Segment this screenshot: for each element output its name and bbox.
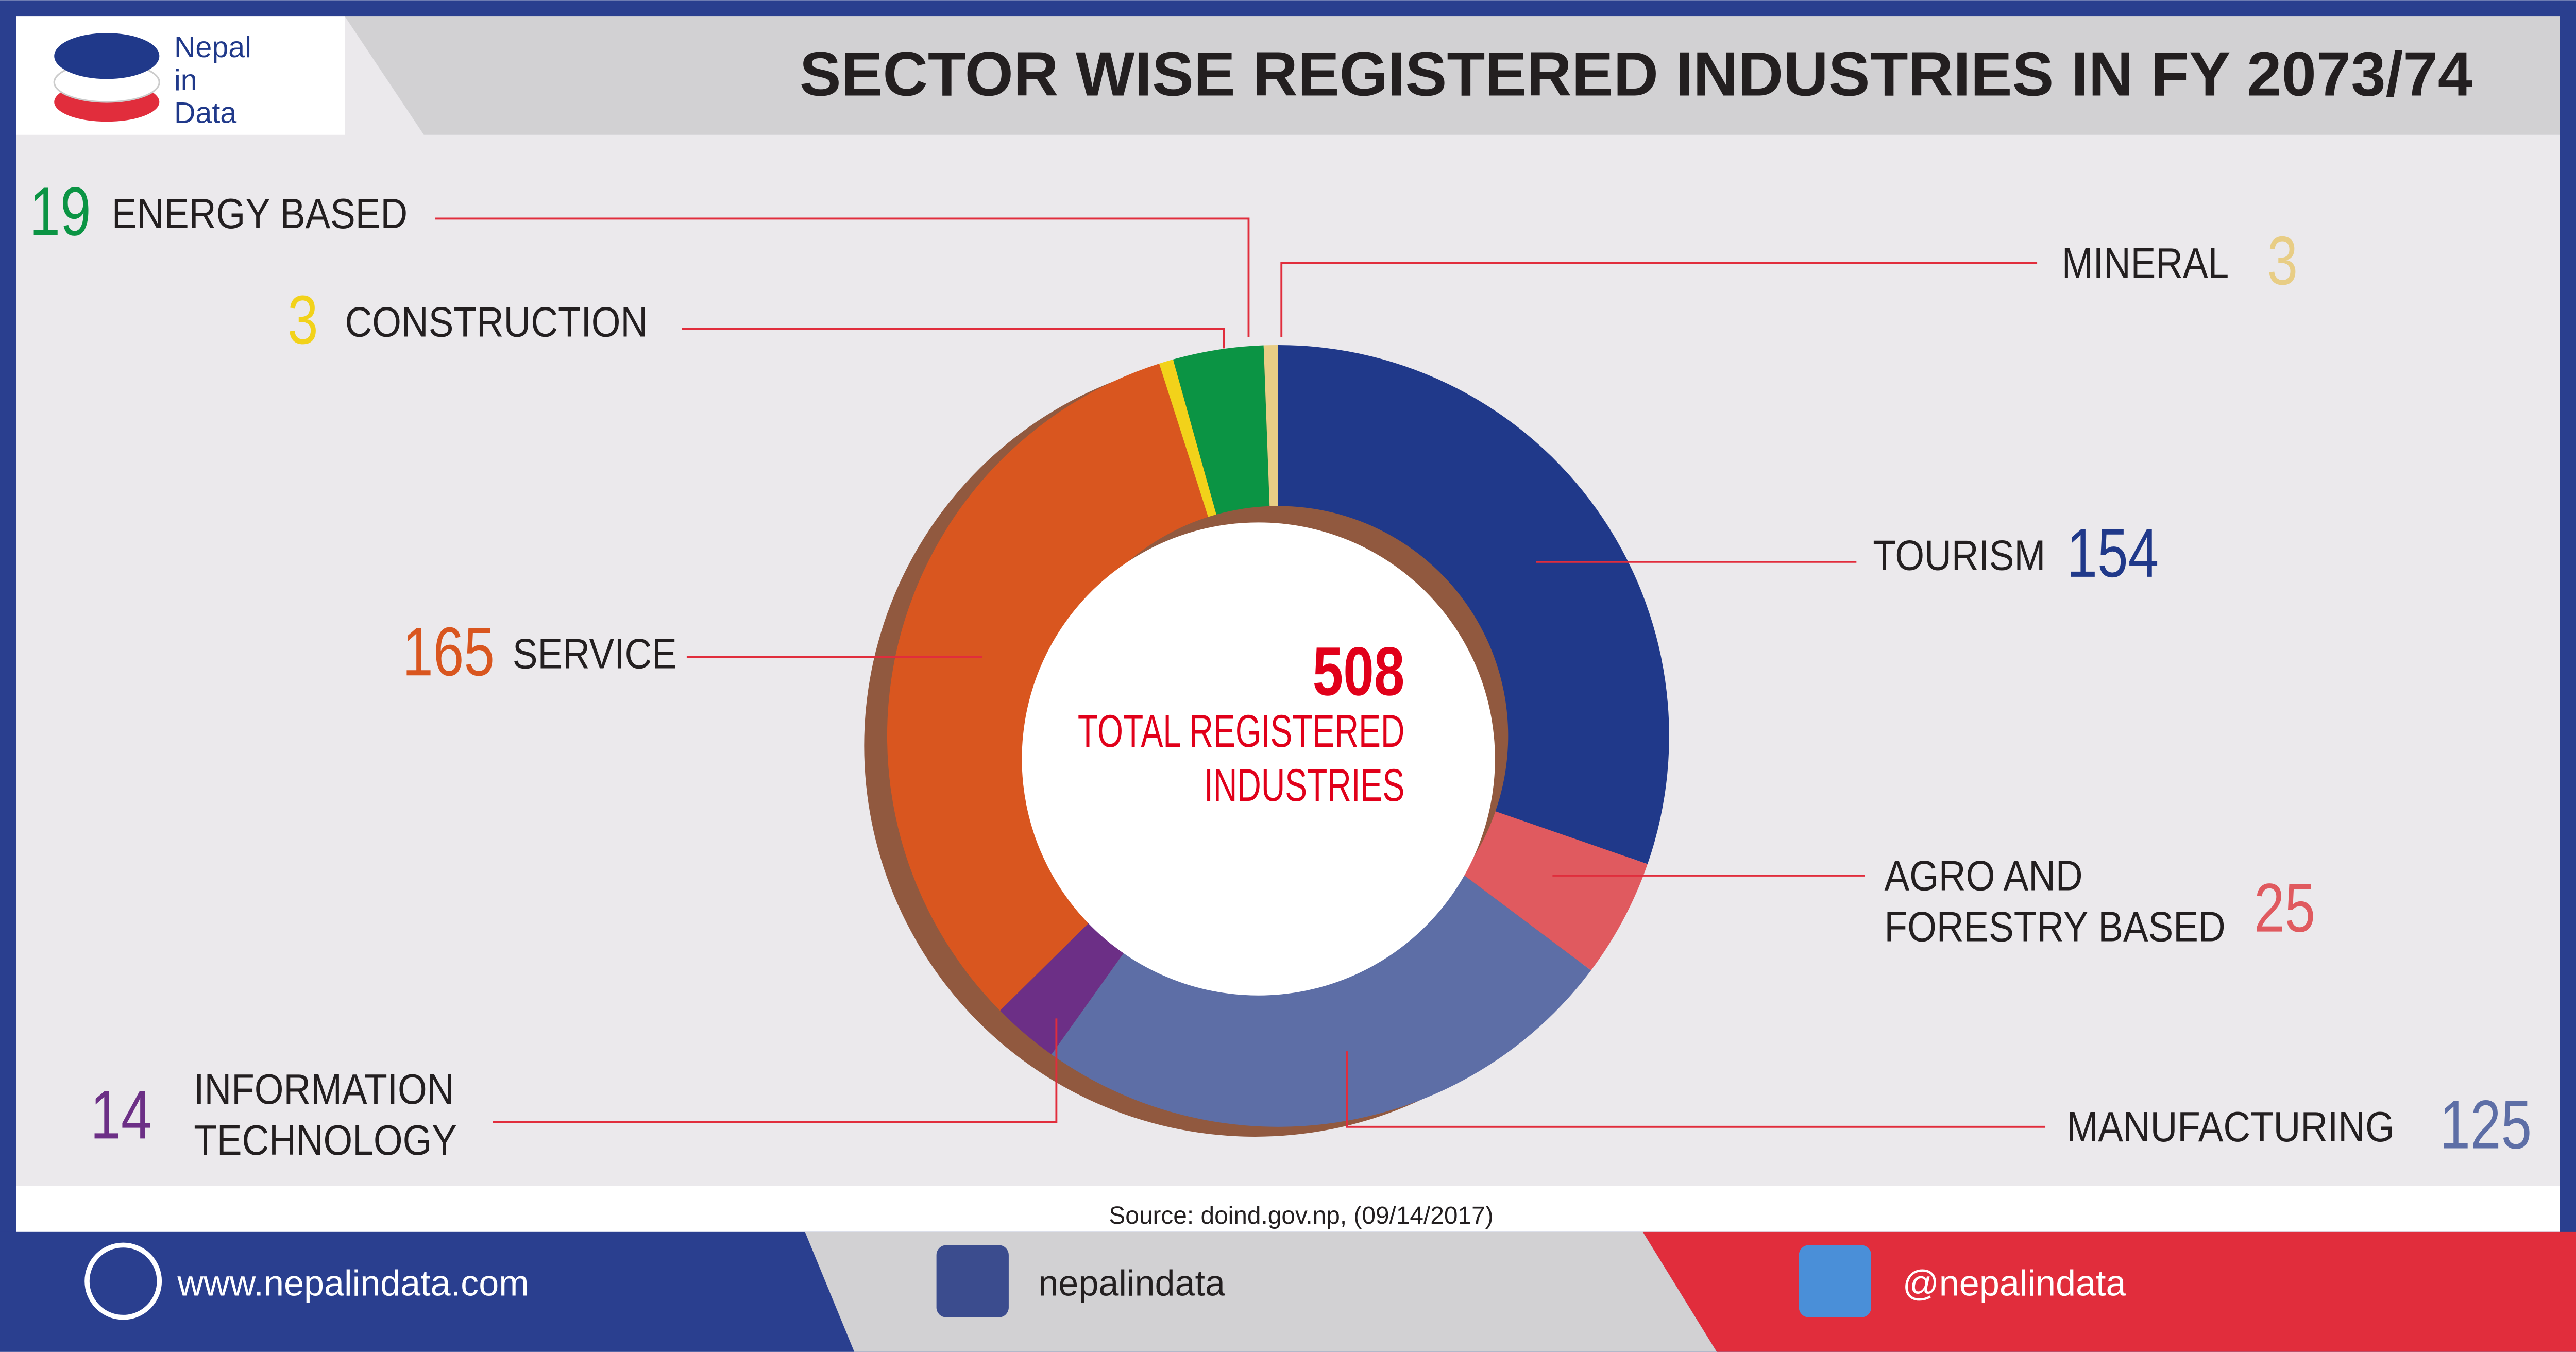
leader-line [435, 217, 1250, 337]
value-label: 125 [2439, 1086, 2532, 1163]
title-banner [345, 16, 2560, 135]
leader-line [1346, 1051, 2046, 1128]
leader-line [1280, 262, 2038, 337]
logo-text: in [174, 64, 197, 97]
category-label: SERVICE [513, 629, 677, 677]
category-label: INFORMATION TECHNOLOGY [194, 1065, 457, 1163]
category-label: CONSTRUCTION [345, 298, 648, 346]
footer-facebook[interactable]: nepalindata [1038, 1263, 1226, 1304]
category-label: ENERGY BASED [112, 190, 408, 237]
facebook-icon [936, 1245, 1009, 1317]
category-label: MANUFACTURING [2066, 1103, 2394, 1151]
donut-hole [1022, 522, 1495, 996]
leader-line [493, 1018, 1058, 1123]
category-label: TOURISM [1873, 531, 2045, 579]
donut-chart: 154 TOURISM 25 AGRO AND FORESTRY BASED 125 MAN… [29, 173, 2532, 1164]
footer-twitter-bg [1642, 1231, 2576, 1352]
donut-slice [1263, 345, 1278, 506]
globe-icon [84, 1242, 162, 1320]
value-label: 3 [287, 281, 318, 358]
logo-disc [54, 33, 160, 79]
source-strip [16, 1186, 2560, 1232]
donut-slice [1159, 359, 1216, 517]
donut-slice [1051, 874, 1591, 1127]
category-label: MINERAL [2062, 238, 2229, 286]
source: Source: doind.gov.np, (09/14/2017) [1109, 1202, 1493, 1229]
donut-slice [1278, 345, 1669, 864]
leader-line [682, 328, 1225, 349]
value-label: 165 [402, 613, 495, 690]
logo-text: Data [174, 97, 236, 130]
footer-facebook-bg [805, 1231, 1717, 1352]
value-label: 25 [2254, 869, 2315, 946]
value-label: 3 [2267, 222, 2298, 299]
category-label: AGRO AND FORESTRY BASED [1885, 851, 2226, 950]
value-label: 19 [29, 173, 91, 250]
chart-title: SECTOR WISE REGISTERED INDUSTRIES IN FY … [800, 39, 2472, 109]
twitter-icon [1799, 1245, 1872, 1317]
total-value: 508 [1313, 632, 1405, 710]
footer-website[interactable]: www.nepalindata.com [177, 1263, 529, 1304]
donut-slice [1173, 345, 1270, 515]
donut-slice [1462, 811, 1648, 971]
value-label: 14 [90, 1076, 151, 1153]
total-label: TOTAL REGISTERED INDUSTRIES [1078, 706, 1405, 811]
footer-twitter[interactable]: @nepalindata [1903, 1263, 2127, 1304]
value-label: 154 [2066, 514, 2159, 591]
logo-text: Nepal [174, 31, 251, 64]
